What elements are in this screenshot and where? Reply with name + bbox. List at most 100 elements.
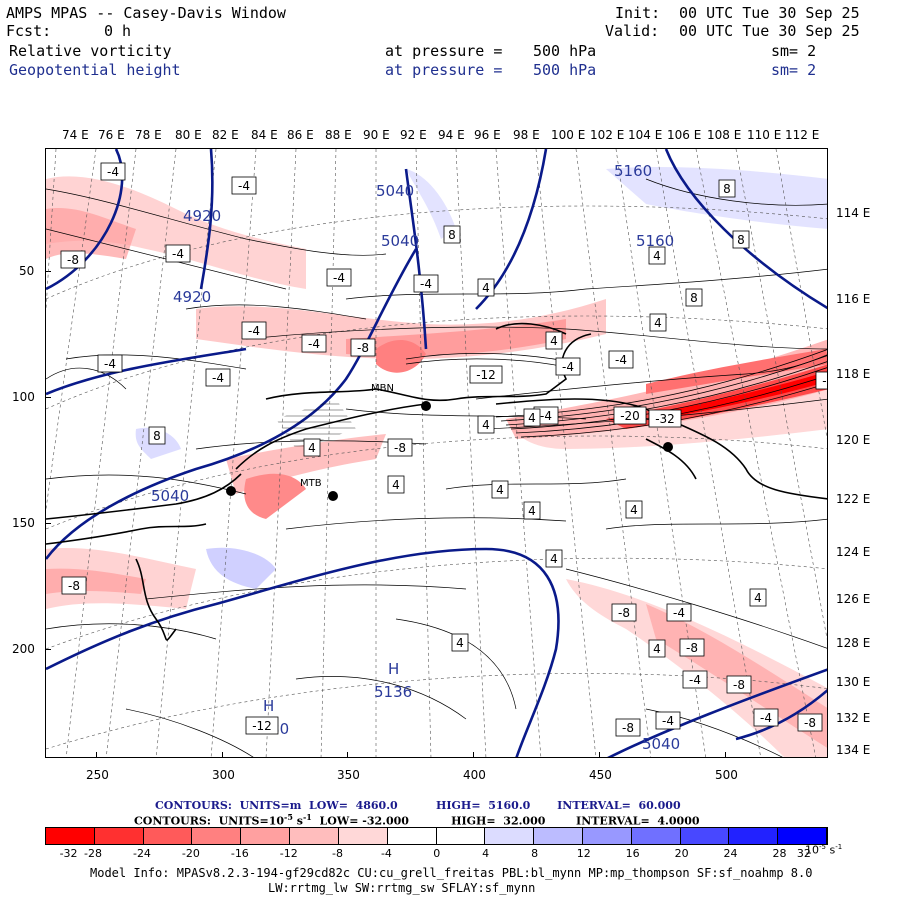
station-dot bbox=[421, 401, 431, 411]
colorbar-swatch bbox=[778, 828, 827, 844]
svg-text:8: 8 bbox=[737, 233, 745, 247]
vorticity-label: 4 bbox=[749, 588, 767, 607]
svg-text:-32: -32 bbox=[655, 412, 675, 426]
map-panel: 4920 4920 5040 5040 5040 5160 5160 5136 … bbox=[45, 148, 828, 758]
left-tick-mark bbox=[45, 271, 51, 272]
vorticity-label: -20 bbox=[613, 406, 647, 425]
vorticity-label: 4 bbox=[648, 639, 666, 658]
svg-text:4: 4 bbox=[392, 478, 400, 492]
vorticity-label: -4 bbox=[100, 162, 126, 181]
top-longitude-label: 78 E bbox=[135, 128, 162, 142]
colorbar-swatch bbox=[241, 828, 291, 844]
svg-text:-4: -4 bbox=[212, 371, 224, 385]
field1-pressure-label: at pressure = bbox=[385, 42, 503, 60]
svg-text:4: 4 bbox=[496, 483, 504, 497]
top-longitude-label: 108 E bbox=[707, 128, 742, 142]
vorticity-label: -8 bbox=[350, 338, 376, 357]
top-longitude-label: 98 E bbox=[513, 128, 540, 142]
height-contour-info: CONTOURS: UNITS=m LOW= 4860.0 HIGH= 5160… bbox=[155, 799, 681, 812]
fcst-value: 0 h bbox=[104, 22, 132, 40]
model-info: Model Info: MPASv8.2.3-194-gf29cd82c CU:… bbox=[90, 866, 813, 880]
vorticity-label: 4 bbox=[625, 500, 643, 519]
vorticity-label: -8 bbox=[797, 713, 823, 732]
vorticity-label: -8 bbox=[387, 438, 413, 457]
colorbar-label: -24 bbox=[132, 847, 151, 860]
map-canvas: 4920 4920 5040 5040 5040 5160 5160 5136 … bbox=[46, 149, 828, 757]
height-label: 4920 bbox=[183, 207, 221, 225]
vorticity-labels: -4 -4 -8 -4 -4 -4 -4 -4 -8 -4 -4 -4 -8 -12 -4 -4 -20 -32 -… bbox=[60, 162, 828, 737]
vorticity-label: -8 bbox=[615, 718, 641, 737]
colorbar-swatch bbox=[436, 828, 486, 844]
left-axis-tick: 200 bbox=[12, 642, 35, 656]
svg-text:-4: -4 bbox=[760, 711, 772, 725]
vorticity-label: -32 bbox=[815, 371, 828, 390]
height-label: 5136 bbox=[374, 683, 412, 701]
vorticity-shading bbox=[46, 167, 827, 757]
coastlines bbox=[46, 322, 827, 641]
field1-pressure: 500 hPa bbox=[533, 42, 597, 60]
colorbar-swatch bbox=[387, 828, 437, 844]
vorticity-label: 4 bbox=[523, 501, 541, 520]
right-longitude-label: 124 E bbox=[836, 545, 871, 559]
svg-text:-4: -4 bbox=[104, 357, 116, 371]
svg-text:-4: -4 bbox=[540, 409, 552, 423]
svg-text:-32: -32 bbox=[822, 374, 828, 388]
field2-pressure: 500 hPa bbox=[533, 61, 597, 79]
svg-text:4: 4 bbox=[754, 591, 762, 605]
top-longitude-label: 92 E bbox=[400, 128, 427, 142]
init-label: Init: bbox=[615, 4, 661, 22]
vorticity-label: -4 bbox=[241, 321, 267, 340]
colorbar-label: 0 bbox=[433, 847, 441, 860]
colorbar-swatch bbox=[338, 828, 388, 844]
vorticity-label: 4 bbox=[545, 549, 563, 568]
height-label: 5040 bbox=[376, 182, 414, 200]
vorticity-label: -12 bbox=[245, 716, 279, 735]
vorticity-label: -4 bbox=[301, 334, 327, 353]
top-longitude-label: 88 E bbox=[325, 128, 352, 142]
high-marker: H bbox=[263, 697, 274, 715]
svg-text:-4: -4 bbox=[420, 277, 432, 291]
left-axis-tick: 100 bbox=[12, 390, 35, 404]
bottom-axis-tick: 350 bbox=[337, 768, 360, 782]
colorbar-swatch bbox=[729, 828, 779, 844]
field1-name: Relative vorticity bbox=[9, 42, 172, 60]
top-longitude-label: 74 E bbox=[62, 128, 89, 142]
field2-smoothing: sm= 2 bbox=[771, 61, 817, 79]
colorbar-label: -8 bbox=[332, 847, 343, 860]
top-longitude-label: 106 E bbox=[667, 128, 702, 142]
vorticity-label: -8 bbox=[611, 603, 637, 622]
right-longitude-label: 128 E bbox=[836, 636, 871, 650]
svg-text:-20: -20 bbox=[620, 409, 640, 423]
svg-text:-12: -12 bbox=[476, 368, 496, 382]
top-longitude-label: 112 E bbox=[785, 128, 820, 142]
plot-title: AMPS MPAS -- Casey-Davis Window bbox=[6, 4, 286, 22]
colorbar-label: -32 bbox=[59, 847, 78, 860]
svg-text:-4: -4 bbox=[333, 271, 345, 285]
top-longitude-label: 82 E bbox=[212, 128, 239, 142]
vorticity-label: -4 bbox=[682, 670, 708, 689]
right-longitude-label: 132 E bbox=[836, 711, 871, 725]
left-axis-tick: 50 bbox=[19, 264, 35, 278]
colorbar-swatch bbox=[46, 828, 95, 844]
height-label: 5040 bbox=[151, 487, 189, 505]
svg-text:-4: -4 bbox=[673, 606, 685, 620]
vorticity-label: 8 bbox=[148, 426, 166, 445]
bottom-axis-tick: 450 bbox=[589, 768, 612, 782]
top-longitude-label: 76 E bbox=[98, 128, 125, 142]
left-axis-tick: 150 bbox=[12, 516, 35, 530]
svg-text:4: 4 bbox=[528, 504, 536, 518]
bottom-tick-mark bbox=[599, 752, 600, 758]
hatched-region bbox=[276, 399, 356, 449]
svg-text:-8: -8 bbox=[622, 721, 634, 735]
vorticity-label: -4 bbox=[97, 354, 123, 373]
vorticity-label: 4 bbox=[648, 246, 666, 265]
top-longitude-label: 102 E bbox=[590, 128, 625, 142]
bottom-axis-tick: 250 bbox=[86, 768, 109, 782]
svg-text:-4: -4 bbox=[248, 324, 260, 338]
right-longitude-label: 118 E bbox=[836, 367, 871, 381]
colorbar-swatch bbox=[192, 828, 242, 844]
colorbar-swatch bbox=[680, 828, 730, 844]
field2-name: Geopotential height bbox=[9, 61, 181, 79]
vorticity-label: 4 bbox=[491, 480, 509, 499]
svg-text:-4: -4 bbox=[172, 247, 184, 261]
